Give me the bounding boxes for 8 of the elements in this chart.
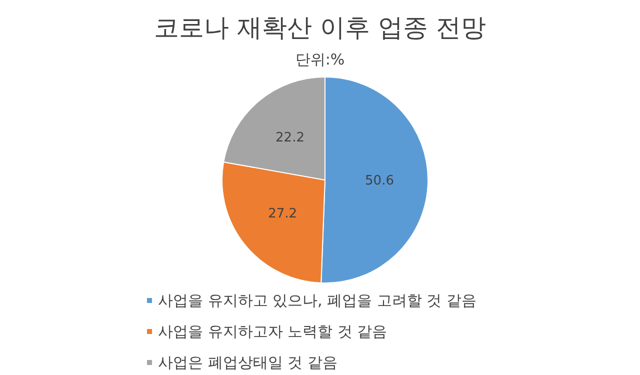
chart-subtitle: 단위:% xyxy=(295,50,345,68)
legend-label: 사업을 유지하고 있으나, 폐업을 고려할 것 같음 xyxy=(158,292,476,310)
legend-label: 사업은 폐업상태일 것 같음 xyxy=(158,354,338,372)
legend-label: 사업을 유지하고자 노력할 것 같음 xyxy=(158,322,388,340)
data-label: 50.6 xyxy=(365,174,394,189)
data-label: 27.2 xyxy=(268,206,298,222)
chart-title: 코로나 재확산 이후 업종 전망 xyxy=(154,13,486,42)
data-label: 22.2 xyxy=(276,130,304,146)
